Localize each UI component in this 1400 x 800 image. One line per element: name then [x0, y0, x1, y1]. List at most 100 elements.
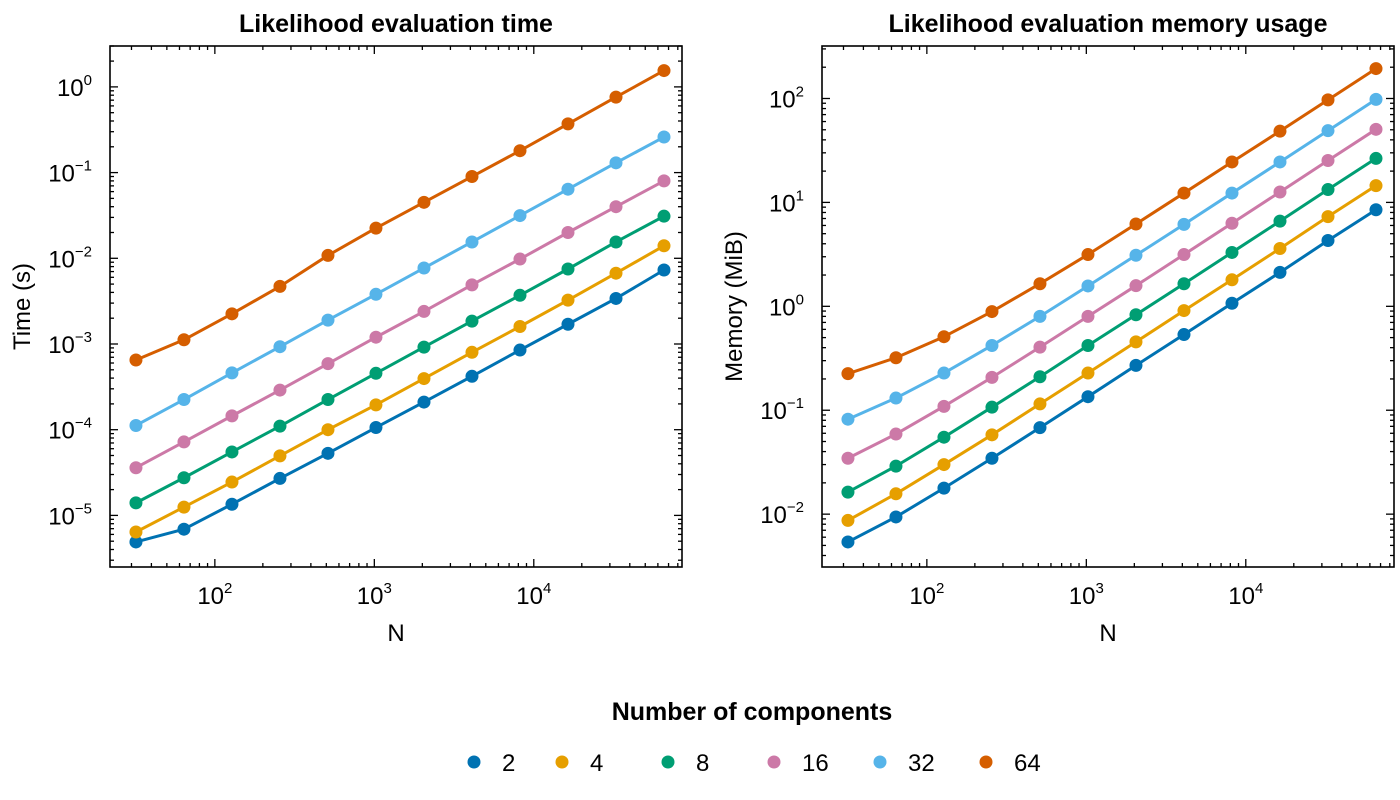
legend-label: 4 — [590, 750, 603, 777]
y-tick-base: 10 — [760, 398, 787, 425]
series-line-8 — [847, 157, 1377, 494]
y-tick-base: 10 — [48, 161, 75, 188]
data-point-2 — [1129, 358, 1143, 372]
data-point-32 — [321, 313, 335, 327]
data-point-4 — [273, 449, 287, 463]
series-64 — [841, 62, 1383, 381]
data-point-64 — [1129, 217, 1143, 231]
y-tick-base: 10 — [48, 246, 75, 273]
legend-title: Number of components — [612, 698, 893, 726]
data-point-32 — [177, 393, 191, 407]
legend-item-64: 64 — [979, 750, 1041, 777]
data-point-64 — [1081, 248, 1095, 262]
x-axis-label: N — [1099, 620, 1116, 647]
data-point-8 — [369, 366, 383, 380]
data-point-4 — [1177, 304, 1191, 318]
data-point-64 — [657, 64, 671, 78]
data-point-16 — [1225, 216, 1239, 230]
series-line-4 — [847, 184, 1377, 522]
data-point-4 — [1273, 242, 1287, 256]
data-point-4 — [1129, 335, 1143, 349]
y-tick-label: 10−1 — [48, 158, 92, 188]
y-tick-exponent: −3 — [75, 329, 92, 346]
data-point-2 — [561, 317, 575, 331]
series-line-32 — [847, 98, 1377, 421]
data-point-8 — [513, 288, 527, 302]
data-point-2 — [1273, 265, 1287, 279]
y-tick-exponent: −1 — [75, 158, 92, 175]
legend-item-32: 32 — [873, 750, 935, 777]
y-tick-exponent: 0 — [796, 291, 804, 308]
y-tick-label: 10−5 — [48, 500, 92, 530]
data-point-2 — [1177, 328, 1191, 342]
plot-frame — [109, 45, 683, 568]
data-point-8 — [657, 209, 671, 223]
data-point-8 — [225, 445, 239, 459]
y-tick-label: 10−4 — [48, 415, 92, 445]
x-tick-base: 10 — [1069, 583, 1096, 610]
legend-items: 2 4 8 16 32 64 — [467, 750, 1041, 777]
data-point-16 — [129, 461, 143, 475]
data-point-64 — [561, 117, 575, 131]
data-point-2 — [417, 395, 431, 409]
data-point-4 — [937, 458, 951, 472]
x-tick-base: 10 — [1228, 583, 1255, 610]
data-point-64 — [129, 353, 143, 367]
data-point-16 — [609, 200, 623, 214]
data-point-32 — [937, 366, 951, 380]
data-point-32 — [225, 366, 239, 380]
data-point-64 — [1033, 277, 1047, 291]
data-point-16 — [513, 252, 527, 266]
axis-ticks — [110, 45, 682, 567]
data-point-2 — [985, 451, 999, 465]
y-axis-label: Memory (MiB) — [721, 231, 748, 382]
data-point-2 — [657, 263, 671, 277]
legend-label: 8 — [696, 750, 709, 777]
data-point-4 — [561, 293, 575, 307]
data-point-8 — [129, 496, 143, 510]
data-point-32 — [1273, 155, 1287, 169]
data-point-4 — [841, 513, 855, 527]
legend-item-8: 8 — [661, 750, 709, 777]
x-axis-label: N — [387, 620, 404, 647]
data-point-32 — [1177, 217, 1191, 231]
data-point-32 — [1129, 248, 1143, 262]
data-point-8 — [1369, 151, 1383, 165]
series-line-64 — [847, 67, 1377, 376]
data-point-2 — [321, 446, 335, 460]
data-point-32 — [1225, 186, 1239, 200]
data-point-64 — [369, 221, 383, 235]
y-tick-exponent: 0 — [84, 72, 92, 89]
data-point-4 — [889, 487, 903, 501]
plots-group: 102 103 10410−510−410−310−210−1100Likeliho… — [9, 10, 1395, 647]
data-point-64 — [1273, 124, 1287, 138]
legend-marker — [979, 755, 993, 769]
y-tick-label: 10−3 — [48, 329, 92, 359]
data-point-64 — [177, 333, 191, 347]
data-point-8 — [273, 419, 287, 433]
y-tick-label: 100 — [769, 291, 804, 321]
x-tick-label: 103 — [1069, 580, 1104, 610]
series-line-2 — [847, 208, 1377, 544]
y-tick-exponent: −5 — [75, 500, 92, 517]
plot-frame — [821, 45, 1395, 568]
series-4 — [841, 179, 1383, 527]
y-tick-exponent: −2 — [75, 243, 92, 260]
data-point-64 — [937, 330, 951, 344]
data-point-16 — [225, 409, 239, 423]
x-tick-exponent: 3 — [1096, 580, 1104, 597]
data-point-32 — [609, 156, 623, 170]
data-point-8 — [465, 314, 479, 328]
data-point-8 — [177, 471, 191, 485]
series-line-32 — [135, 135, 665, 427]
x-tick-base: 10 — [516, 583, 543, 610]
x-tick-exponent: 2 — [224, 580, 232, 597]
series-line-8 — [135, 214, 665, 505]
data-point-8 — [985, 400, 999, 414]
series-line-16 — [135, 179, 665, 470]
data-point-8 — [1321, 183, 1335, 197]
x-tick-label: 102 — [909, 580, 944, 610]
data-point-4 — [1369, 179, 1383, 193]
data-point-16 — [561, 225, 575, 239]
